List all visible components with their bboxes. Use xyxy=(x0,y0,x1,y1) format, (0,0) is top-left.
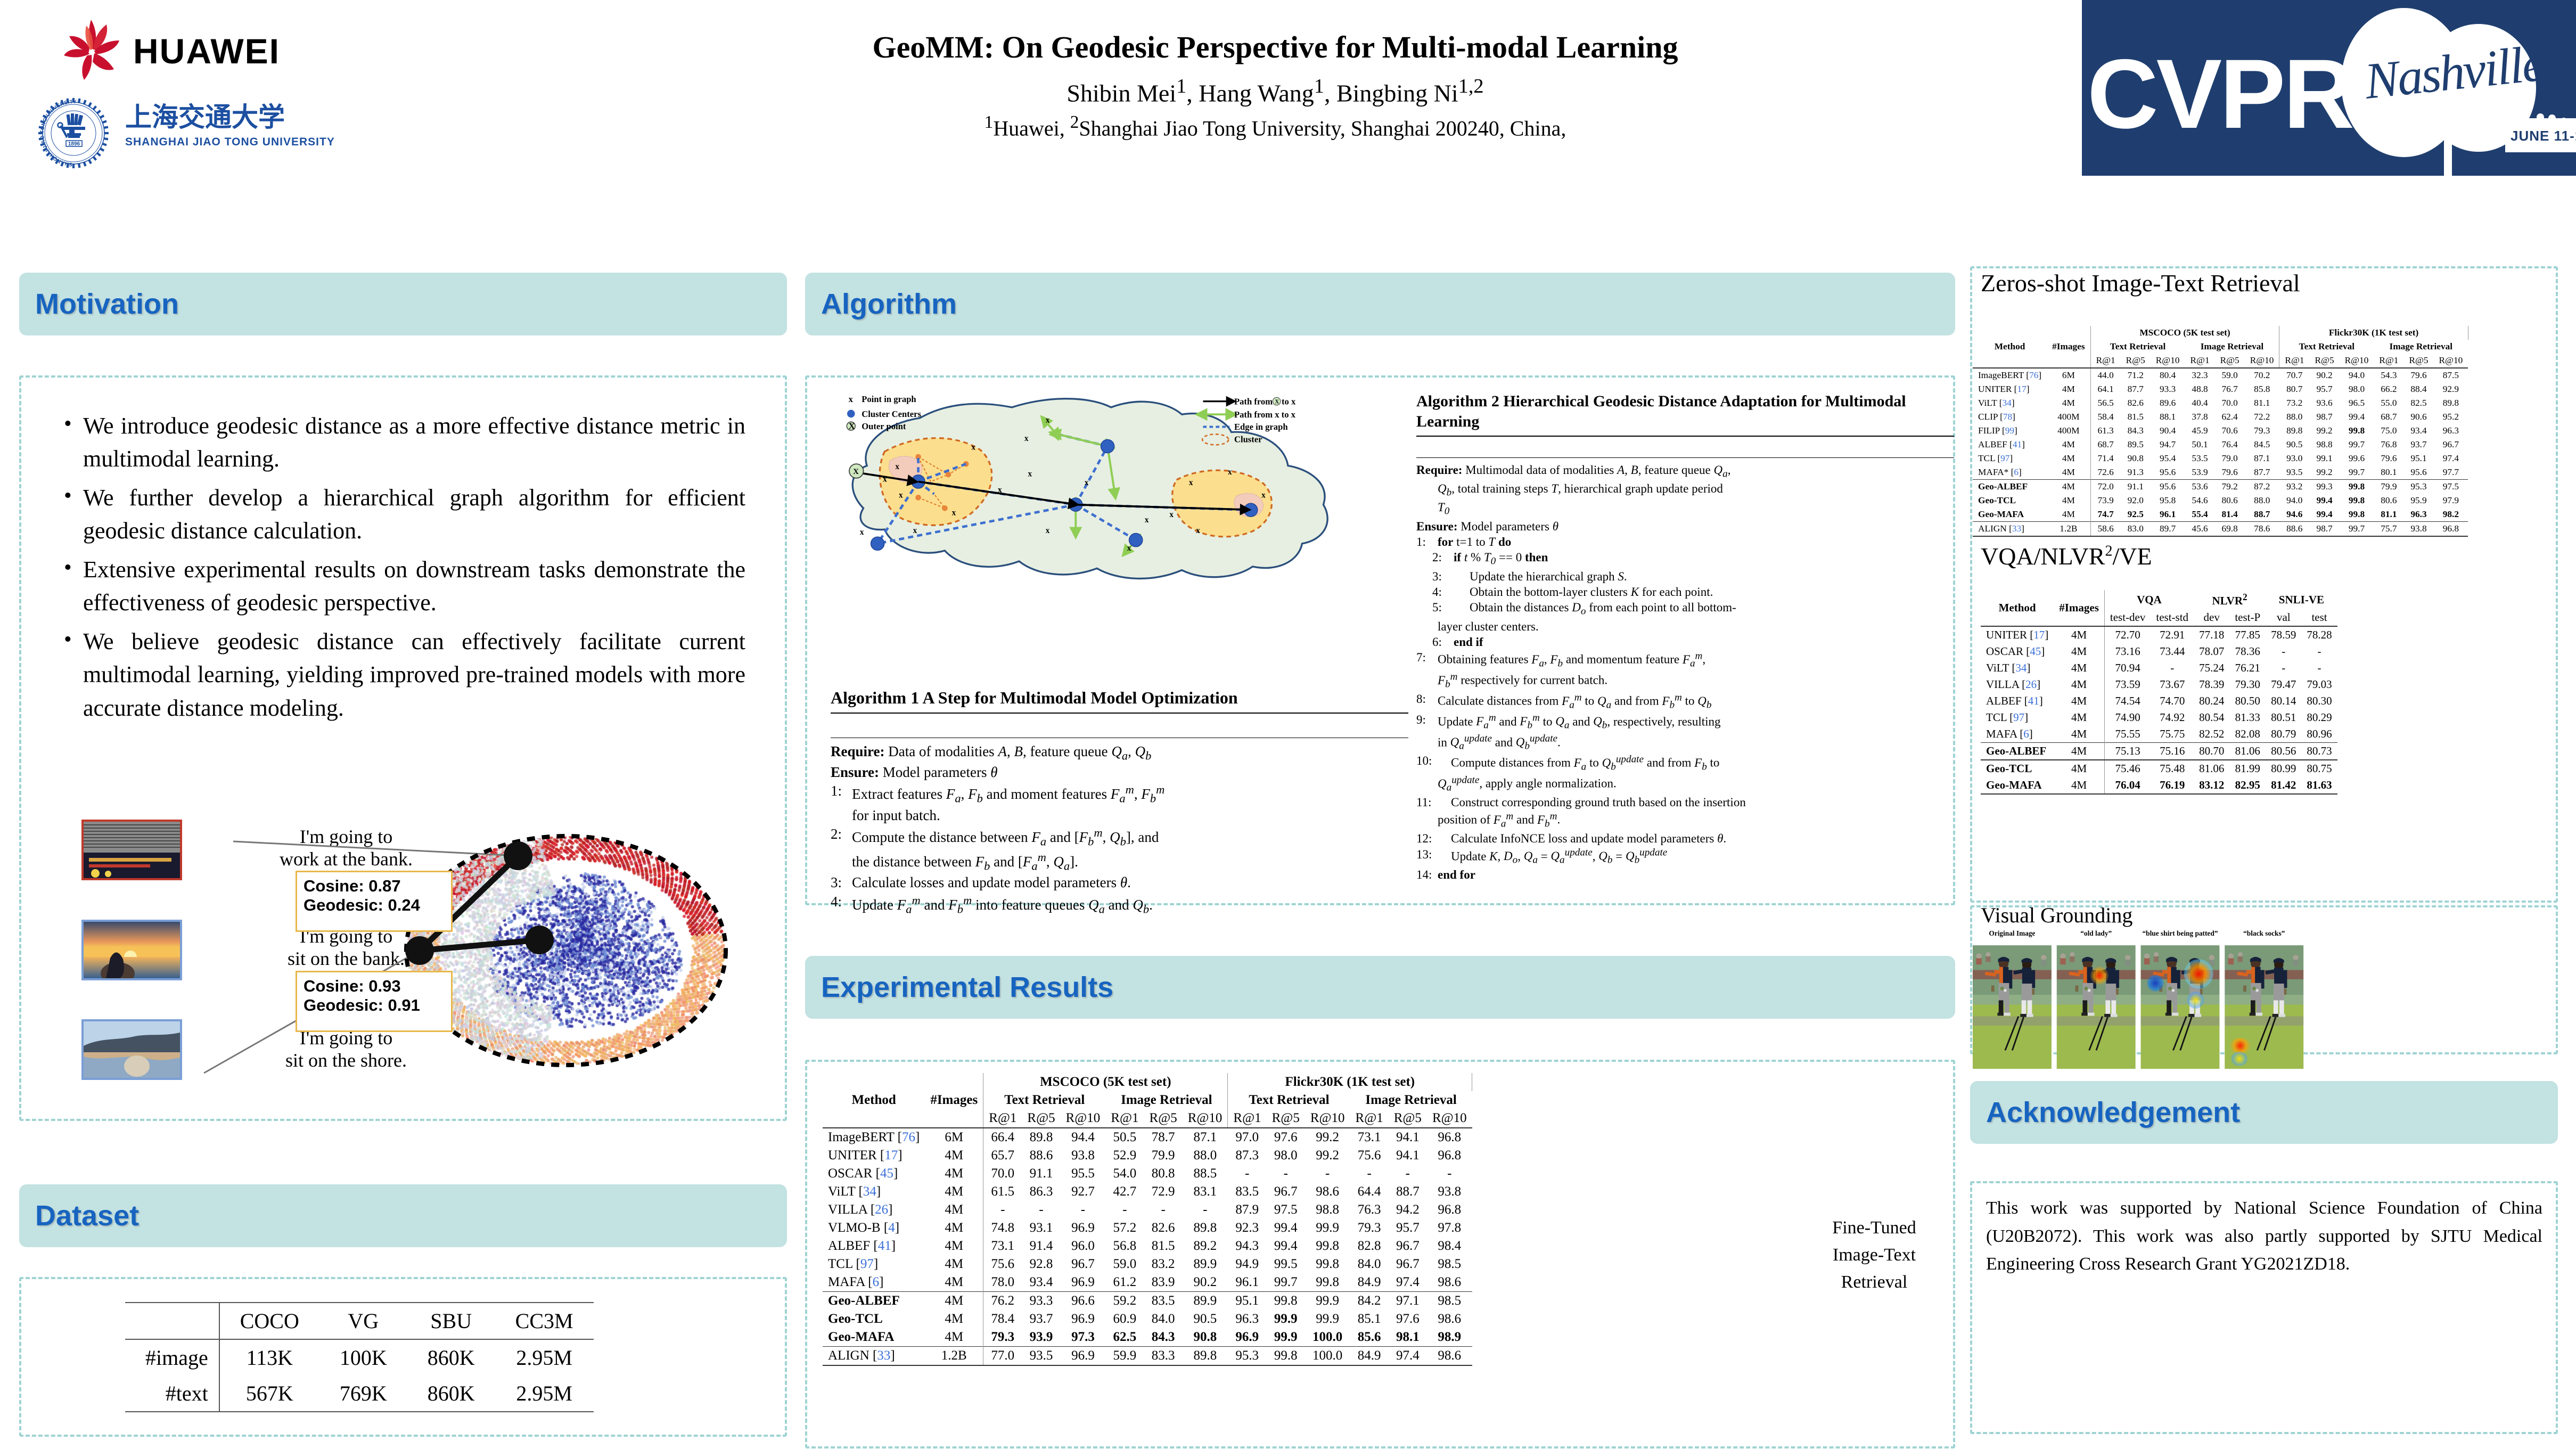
svg-text:Outer point: Outer point xyxy=(862,421,906,431)
svg-text:CVPR: CVPR xyxy=(2087,39,2352,149)
svg-text:X: X xyxy=(853,468,859,476)
svg-text:Path from x to x: Path from x to x xyxy=(1234,410,1296,420)
svg-text:x: x xyxy=(1024,434,1029,443)
svg-text:Edge in graph: Edge in graph xyxy=(1234,422,1288,432)
svg-text:x: x xyxy=(895,462,899,471)
svg-text:x: x xyxy=(1261,490,1266,500)
svg-text:x: x xyxy=(1189,478,1193,487)
svg-text:JUNE 11-15, 2025: JUNE 11-15, 2025 xyxy=(2511,128,2576,144)
svg-text:Point in graph: Point in graph xyxy=(862,394,916,404)
svg-text:x: x xyxy=(998,485,1002,494)
svg-text:x: x xyxy=(1145,515,1149,525)
svg-text:to x: to x xyxy=(1282,397,1296,407)
svg-text:x: x xyxy=(1046,415,1050,424)
svg-text:x: x xyxy=(952,509,956,518)
svg-text:X: X xyxy=(849,421,855,431)
svg-text:x: x xyxy=(860,528,864,537)
svg-text:X: X xyxy=(1275,399,1279,405)
svg-text:x: x xyxy=(1085,478,1089,487)
svg-text:x: x xyxy=(1169,510,1174,519)
svg-text:Cluster: Cluster xyxy=(1234,435,1262,445)
svg-text:1896: 1896 xyxy=(68,141,80,147)
svg-text:x: x xyxy=(1127,544,1131,553)
svg-text:x: x xyxy=(971,443,975,452)
svg-text:x: x xyxy=(899,490,903,500)
svg-text:Path from: Path from xyxy=(1234,397,1273,407)
svg-text:x: x xyxy=(1046,526,1050,535)
svg-text:x: x xyxy=(913,526,917,535)
svg-text:x: x xyxy=(1228,468,1232,477)
svg-text:Cluster Centers: Cluster Centers xyxy=(862,409,921,419)
svg-text:x: x xyxy=(849,394,854,404)
svg-text:x: x xyxy=(883,474,887,484)
svg-text:x: x xyxy=(1196,526,1200,535)
svg-text:x: x xyxy=(1028,469,1032,478)
